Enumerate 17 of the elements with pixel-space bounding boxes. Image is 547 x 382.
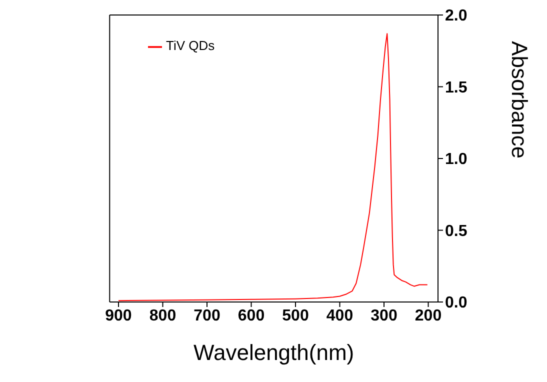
y-tick-label: 1.0 — [445, 151, 468, 168]
x-tick-label: 700 — [194, 307, 220, 324]
y-tick-label: 0.5 — [445, 222, 468, 240]
x-tick-label: 900 — [105, 307, 132, 324]
y-tick-label: 2.0 — [445, 8, 468, 25]
x-tick-label: 500 — [282, 307, 309, 324]
x-tick-label: 800 — [149, 307, 176, 324]
x-tick-label: 200 — [414, 307, 442, 324]
y-axis-title: Absorbance — [507, 41, 532, 158]
x-tick-label: 400 — [326, 307, 354, 324]
y-tick-label: 0.0 — [445, 294, 468, 312]
x-axis-title: Wavelength(nm) — [194, 340, 354, 365]
x-tick-label: 300 — [370, 307, 398, 324]
line-series — [118, 33, 428, 302]
legend-label: TiV QDs — [166, 38, 215, 53]
x-tick-label: 600 — [238, 307, 265, 324]
y-tick-label: 1.5 — [445, 79, 468, 96]
